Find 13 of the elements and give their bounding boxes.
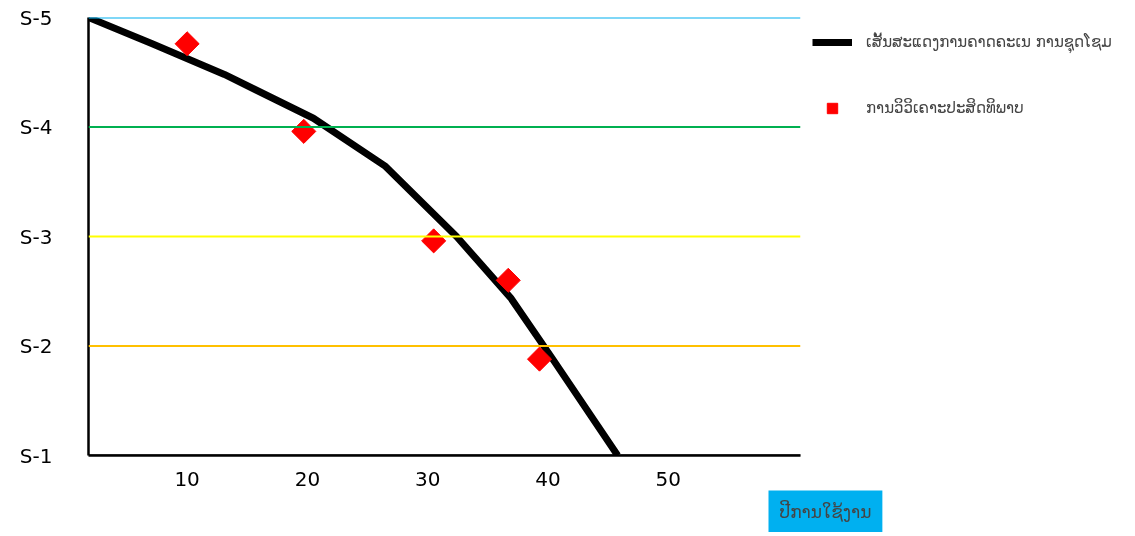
x-tick-label: 50 [655, 466, 681, 491]
legend-label: ການວິວິເຄາະປະສິດທິພາບ [866, 99, 1024, 117]
ref-line-label: S-2 [19, 334, 53, 358]
x-tick-label: 40 [535, 466, 561, 491]
ref-line-label: S-5 [19, 5, 53, 30]
x-tick-label: 10 [174, 466, 200, 491]
ref-line-label: S-4 [19, 115, 53, 139]
ref-line-label: S-3 [19, 224, 53, 249]
x-tick-label: 20 [294, 466, 321, 491]
x-axis-title: ປີການໃຊ້ງານ [779, 499, 872, 523]
ref-line-label: S-1 [19, 443, 53, 468]
x-tick-label: 30 [414, 466, 441, 491]
legend-label: ເສັ້ນສະແດງການຄາດຄະເນ ການຊຸດໂຊມ [866, 33, 1112, 51]
